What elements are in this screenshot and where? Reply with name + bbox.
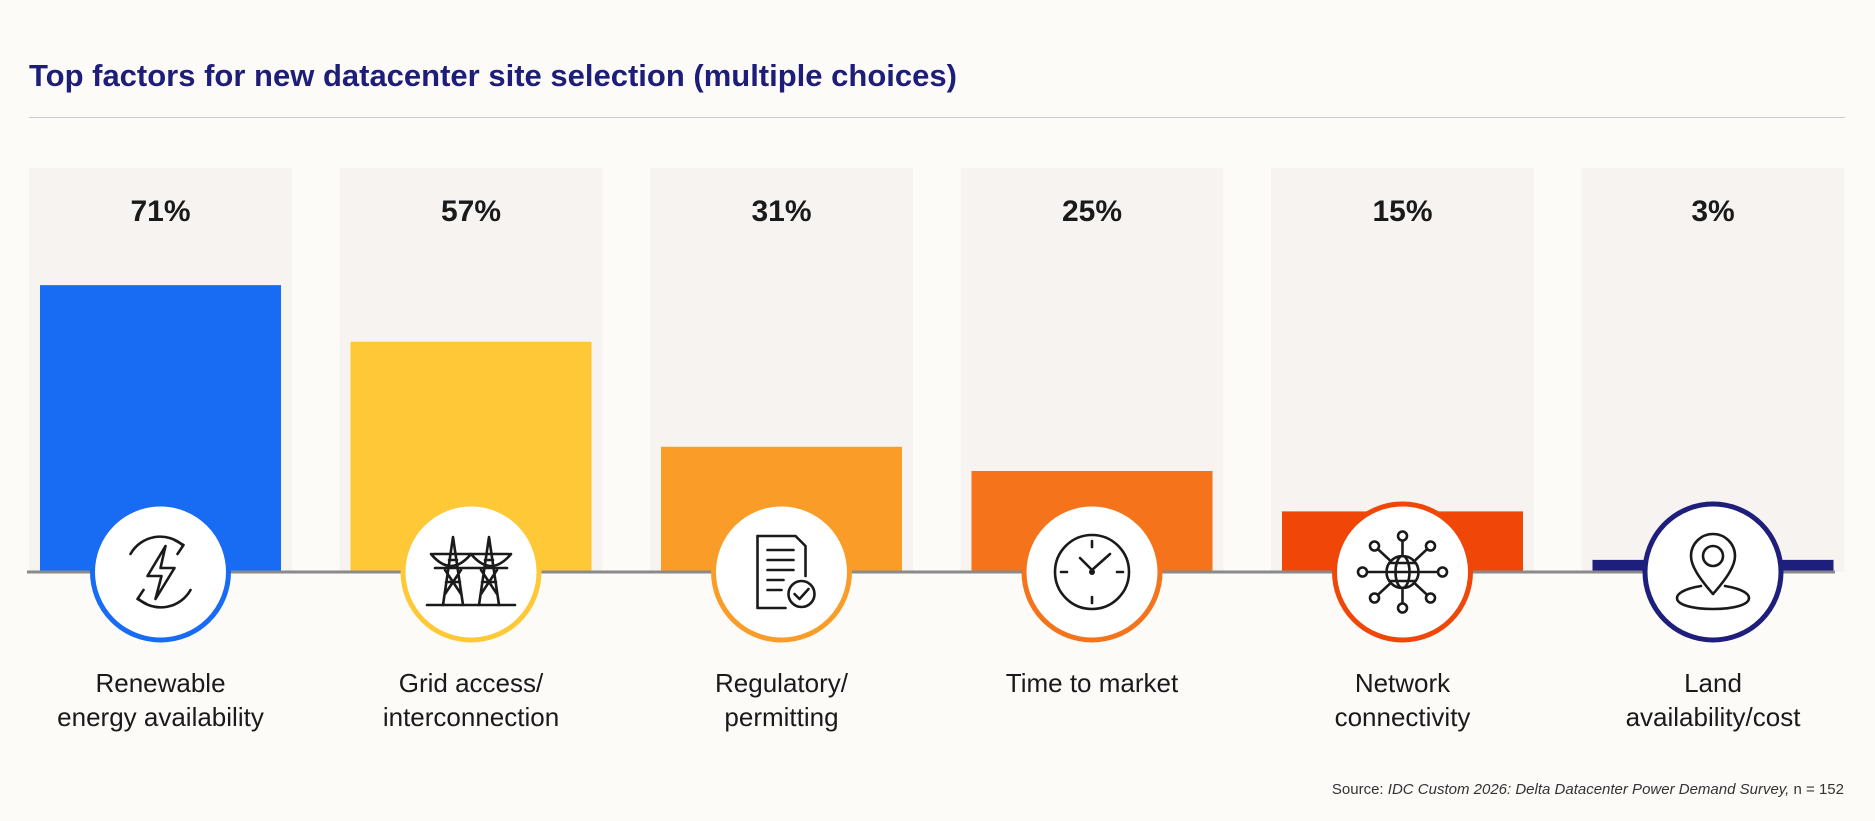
source-sample-size: n = 152 xyxy=(1789,781,1844,798)
category-label: Grid access/interconnection xyxy=(383,668,559,732)
source-note: Source: IDC Custom 2026: Delta Datacente… xyxy=(1332,781,1844,798)
category-label: Time to market xyxy=(1006,668,1179,698)
source-citation: IDC Custom 2026: Delta Datacenter Power … xyxy=(1387,781,1790,798)
data-label: 15% xyxy=(1372,195,1432,228)
power-pylon-icon xyxy=(425,535,517,607)
data-label: 57% xyxy=(441,195,501,228)
permit-document-icon xyxy=(756,534,816,610)
icon-badge xyxy=(1642,501,1784,643)
title-divider xyxy=(29,117,1845,118)
bar-chart: 71% 57% 31% 25% 15% 3% Renewable energy availab… xyxy=(27,195,1835,732)
category-label: Network connectivity xyxy=(1335,668,1471,732)
icon-badge xyxy=(711,501,852,643)
data-label: 3% xyxy=(1691,195,1734,228)
icon-badge xyxy=(90,501,231,643)
clock-icon xyxy=(1053,533,1131,611)
network-globe-icon xyxy=(1356,530,1449,614)
source-prefix: Source: xyxy=(1331,781,1388,798)
data-label: 71% xyxy=(130,195,190,228)
chart-title: Top factors for new datacenter site sele… xyxy=(29,58,957,93)
icon-badge xyxy=(400,501,542,643)
category-label: Regulatory/permitting xyxy=(715,668,849,732)
category-label: Land availability/cost xyxy=(1626,668,1802,732)
renewable-energy-icon xyxy=(129,535,192,609)
data-label: 31% xyxy=(751,195,811,228)
category-label: Renewable energy availability xyxy=(57,668,264,732)
data-label: 25% xyxy=(1062,195,1122,228)
location-pin-icon xyxy=(1675,532,1751,611)
